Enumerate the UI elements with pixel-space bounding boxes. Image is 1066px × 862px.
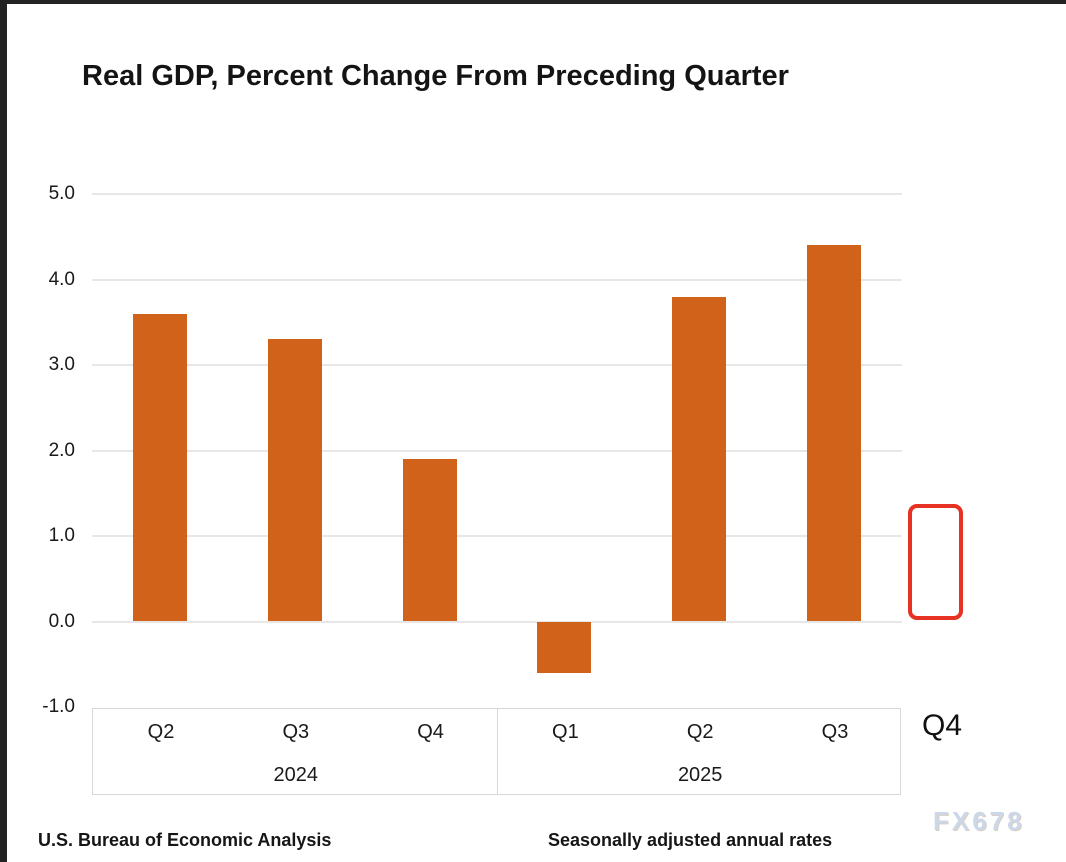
gridline	[92, 620, 902, 623]
y-tick-label: 0.0	[48, 610, 75, 632]
y-tick-label: 4.0	[48, 268, 75, 290]
gridline	[92, 535, 902, 537]
gdp-bar-q1-2025	[537, 621, 592, 673]
x-quarter-label: Q3	[821, 721, 849, 743]
year-divider-line	[497, 709, 498, 794]
y-tick-label: 3.0	[48, 354, 75, 375]
y-tick-label: 1.0	[48, 525, 75, 546]
gdp-bar-q4-2024	[402, 459, 457, 622]
pending-q4-placeholder-box	[908, 504, 963, 620]
y-tick-label: -1.0	[42, 696, 75, 717]
x-quarter-label: Q3	[282, 721, 310, 743]
x-year-label: 2024	[273, 764, 319, 786]
gridline	[92, 278, 902, 281]
top-border-bar	[0, 0, 1066, 4]
x-year-label: 2025	[677, 764, 723, 786]
x-quarter-label: Q2	[686, 721, 714, 743]
plot-area: 5.0 4.0 3.0 2.0 1.0 0.0 -1.0	[42, 183, 902, 717]
gdp-bar-q3-2024	[267, 339, 322, 622]
gridline	[92, 364, 902, 366]
gdp-bar-q2-2025	[672, 296, 727, 622]
pending-q4-label: Q4	[921, 709, 963, 742]
x-axis-label-box: Q2 Q3 Q4 Q1 Q2 Q3 2024 2025	[92, 708, 901, 795]
left-border-bar	[0, 0, 7, 862]
gdp-bar-q2-2024	[133, 313, 187, 622]
source-footnote: U.S. Bureau of Economic Analysis	[38, 830, 332, 850]
y-tick-label: 2.0	[48, 439, 75, 461]
x-quarter-label: Q4	[417, 721, 444, 743]
chart-title: Real GDP, Percent Change From Preceding …	[82, 60, 789, 92]
x-quarter-label: Q2	[147, 721, 175, 743]
y-tick-label: 5.0	[48, 183, 75, 204]
gdp-bar-q3-2025	[807, 245, 861, 622]
x-quarter-label: Q1	[552, 721, 579, 743]
gridline	[92, 449, 902, 452]
gridline	[92, 193, 902, 195]
fx678-watermark: FX678	[933, 806, 1025, 836]
adjustment-footnote: Seasonally adjusted annual rates	[548, 830, 833, 850]
